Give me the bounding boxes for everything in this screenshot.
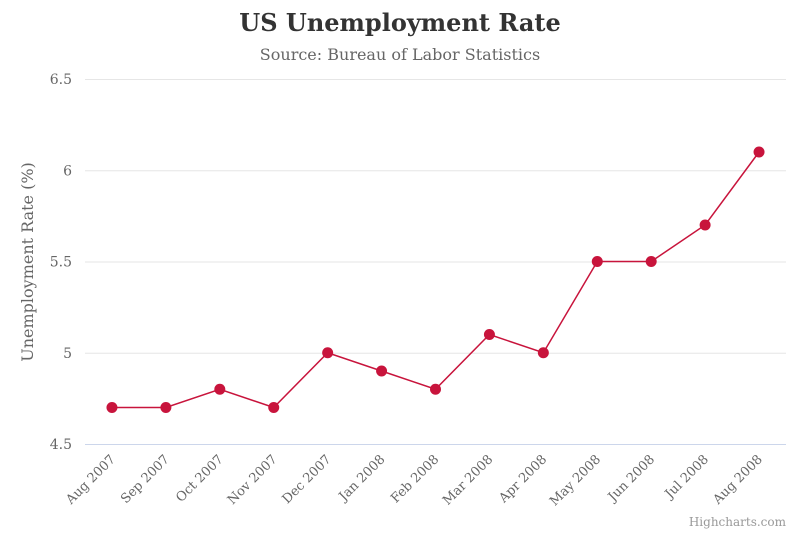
data-point[interactable]: [645, 256, 657, 267]
data-point[interactable]: [591, 256, 603, 267]
data-point[interactable]: [214, 383, 226, 395]
data-point[interactable]: [753, 146, 765, 158]
data-point[interactable]: [699, 219, 711, 231]
x-tick-label: Aug 2007: [63, 452, 119, 508]
y-tick-label: 6.5: [50, 72, 72, 88]
y-tick-label: 5.5: [50, 255, 72, 271]
x-tick-label: Oct 2007: [173, 452, 226, 505]
x-tick-label: Sep 2007: [118, 452, 173, 507]
series-line: [111, 151, 760, 409]
x-tick-label: Feb 2008: [388, 452, 442, 506]
x-tick-label: Nov 2007: [225, 452, 281, 508]
chart-title: US Unemployment Rate: [239, 8, 560, 37]
credits-link[interactable]: Highcharts.com: [689, 515, 787, 529]
x-tick-label: May 2008: [547, 452, 604, 509]
data-point[interactable]: [106, 402, 118, 413]
x-tick-label: Jan 2008: [335, 452, 388, 505]
chart-subtitle: Source: Bureau of Labor Statistics: [260, 45, 540, 64]
data-point[interactable]: [537, 347, 549, 359]
y-tick-label: 4.5: [50, 437, 72, 453]
data-point[interactable]: [430, 383, 441, 395]
y-axis-ticks: 4.5 5 5.5 6 6.5: [50, 72, 72, 453]
x-tick-label: Jun 2008: [604, 452, 658, 506]
series-unemployment: [106, 146, 765, 413]
x-tick-label: Aug 2008: [710, 452, 766, 508]
y-tick-label: 5: [63, 346, 72, 362]
gridlines: [85, 79, 786, 354]
x-tick-label: Dec 2007: [280, 452, 335, 507]
x-tick-label: Mar 2008: [440, 452, 496, 508]
x-tick-label: Apr 2008: [496, 452, 551, 507]
data-point[interactable]: [483, 329, 495, 340]
data-point[interactable]: [268, 402, 280, 413]
x-tick-label: Jul 2008: [661, 452, 712, 503]
y-axis-label: Unemployment Rate (%): [18, 162, 37, 362]
data-point[interactable]: [160, 402, 172, 413]
data-point[interactable]: [322, 347, 334, 359]
data-point[interactable]: [376, 365, 388, 377]
y-tick-label: 6: [63, 163, 72, 179]
